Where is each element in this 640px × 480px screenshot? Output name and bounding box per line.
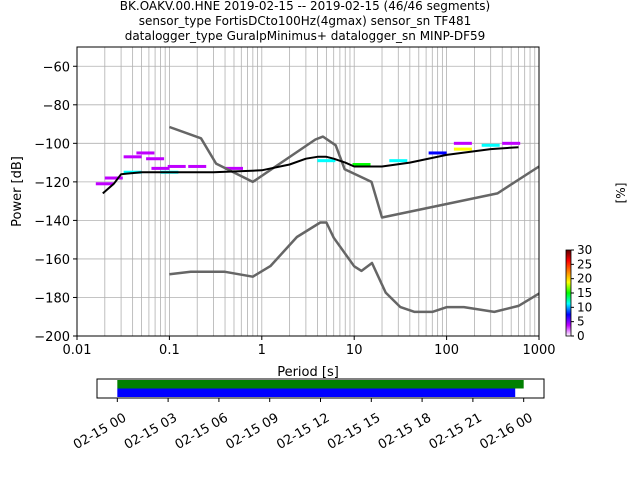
- figure-title: BK.OAKV.00.HNE 2019-02-15 -- 2019-02-15 …: [120, 0, 490, 43]
- x-tick-label: 100: [434, 343, 459, 358]
- colorbar-tick-label: 30: [577, 243, 592, 257]
- timeline-tick-label: 02-15 21: [427, 411, 485, 453]
- density-cell: [123, 155, 142, 159]
- density-cell: [428, 151, 447, 155]
- x-tick-label: 0.01: [63, 343, 92, 358]
- x-tick-label: 1000: [522, 343, 555, 358]
- timeline-tick-label: 02-15 06: [173, 411, 231, 453]
- density-cell: [481, 143, 500, 147]
- density-cell: [352, 163, 371, 167]
- density-cell: [136, 151, 155, 155]
- grid: [77, 47, 539, 336]
- density-cell: [188, 164, 207, 168]
- colorbar-label: [%]: [614, 183, 628, 204]
- plot-background: [77, 47, 539, 336]
- timeline-tick-label: 02-15 18: [376, 411, 434, 453]
- x-tick-label: 0.1: [159, 343, 180, 358]
- y-tick-label: −160: [34, 253, 70, 268]
- title-line-3: datalogger_type GuralpMinimus+ datalogge…: [125, 29, 486, 43]
- density-cell: [224, 166, 243, 170]
- nlnm-curve: [169, 221, 540, 314]
- density-cell: [95, 182, 114, 186]
- y-tick-label: −100: [34, 137, 70, 152]
- y-tick-label: −120: [34, 176, 70, 191]
- plot-frame: [76, 46, 540, 337]
- timeline-tick-label: 02-16 00: [477, 411, 535, 453]
- y-tick-label: −80: [43, 99, 70, 114]
- density-cell: [453, 147, 472, 151]
- colorbar-tick-label: 20: [577, 272, 592, 286]
- title-line-1: BK.OAKV.00.HNE 2019-02-15 -- 2019-02-15 …: [120, 0, 490, 13]
- colorbar-tick-label: 0: [577, 329, 585, 343]
- colorbar-tick-label: 10: [577, 300, 592, 314]
- y-tick-label: −140: [34, 214, 70, 229]
- density-cell: [389, 159, 408, 163]
- density-cell: [167, 164, 186, 168]
- axis-ticks: 0.01 0.1 1 10 100 1000 −200 −180 −160 −140 −120 −10…: [34, 60, 555, 358]
- title-line-2: sensor_type FortisDCto100Hz(4gmax) senso…: [139, 14, 471, 28]
- timeline-tick-label: 02-15 12: [274, 411, 332, 453]
- timeline-bar: [117, 380, 524, 389]
- density-cell: [151, 166, 170, 170]
- colorbar-bar: [565, 249, 572, 337]
- density-cell: [453, 141, 472, 145]
- x-tick-label: 1: [258, 343, 266, 358]
- nhnm-curve: [168, 125, 540, 219]
- colorbar-tick-label: 25: [577, 257, 592, 271]
- density-cell: [104, 176, 123, 180]
- timeline-bar: [117, 388, 516, 397]
- mode-curve: [102, 146, 519, 195]
- density-cell: [317, 159, 336, 163]
- y-tick-label: −60: [43, 60, 70, 75]
- density-cell: [502, 141, 521, 145]
- timeline-tick-label: 02-15 15: [325, 411, 383, 453]
- timeline-tick-label: 02-15 00: [71, 411, 129, 453]
- timeline-tick-label: 02-15 09: [223, 411, 281, 453]
- y-axis-label: Power [dB]: [10, 156, 25, 227]
- x-tick-label: 10: [346, 343, 363, 358]
- density-cell: [146, 157, 165, 161]
- colorbar-tick-label: 5: [577, 315, 585, 329]
- x-axis-label: Period [s]: [277, 365, 339, 380]
- ppsd-plot: 0.01 0.1 1 10 100 1000 −200 −180 −160 −140 −120 −10…: [10, 46, 556, 380]
- y-tick-label: −200: [34, 330, 70, 345]
- colorbar-tick-label: 15: [577, 286, 592, 300]
- y-tick-label: −180: [34, 291, 70, 306]
- timeline-tick-label: 02-15 03: [122, 411, 180, 453]
